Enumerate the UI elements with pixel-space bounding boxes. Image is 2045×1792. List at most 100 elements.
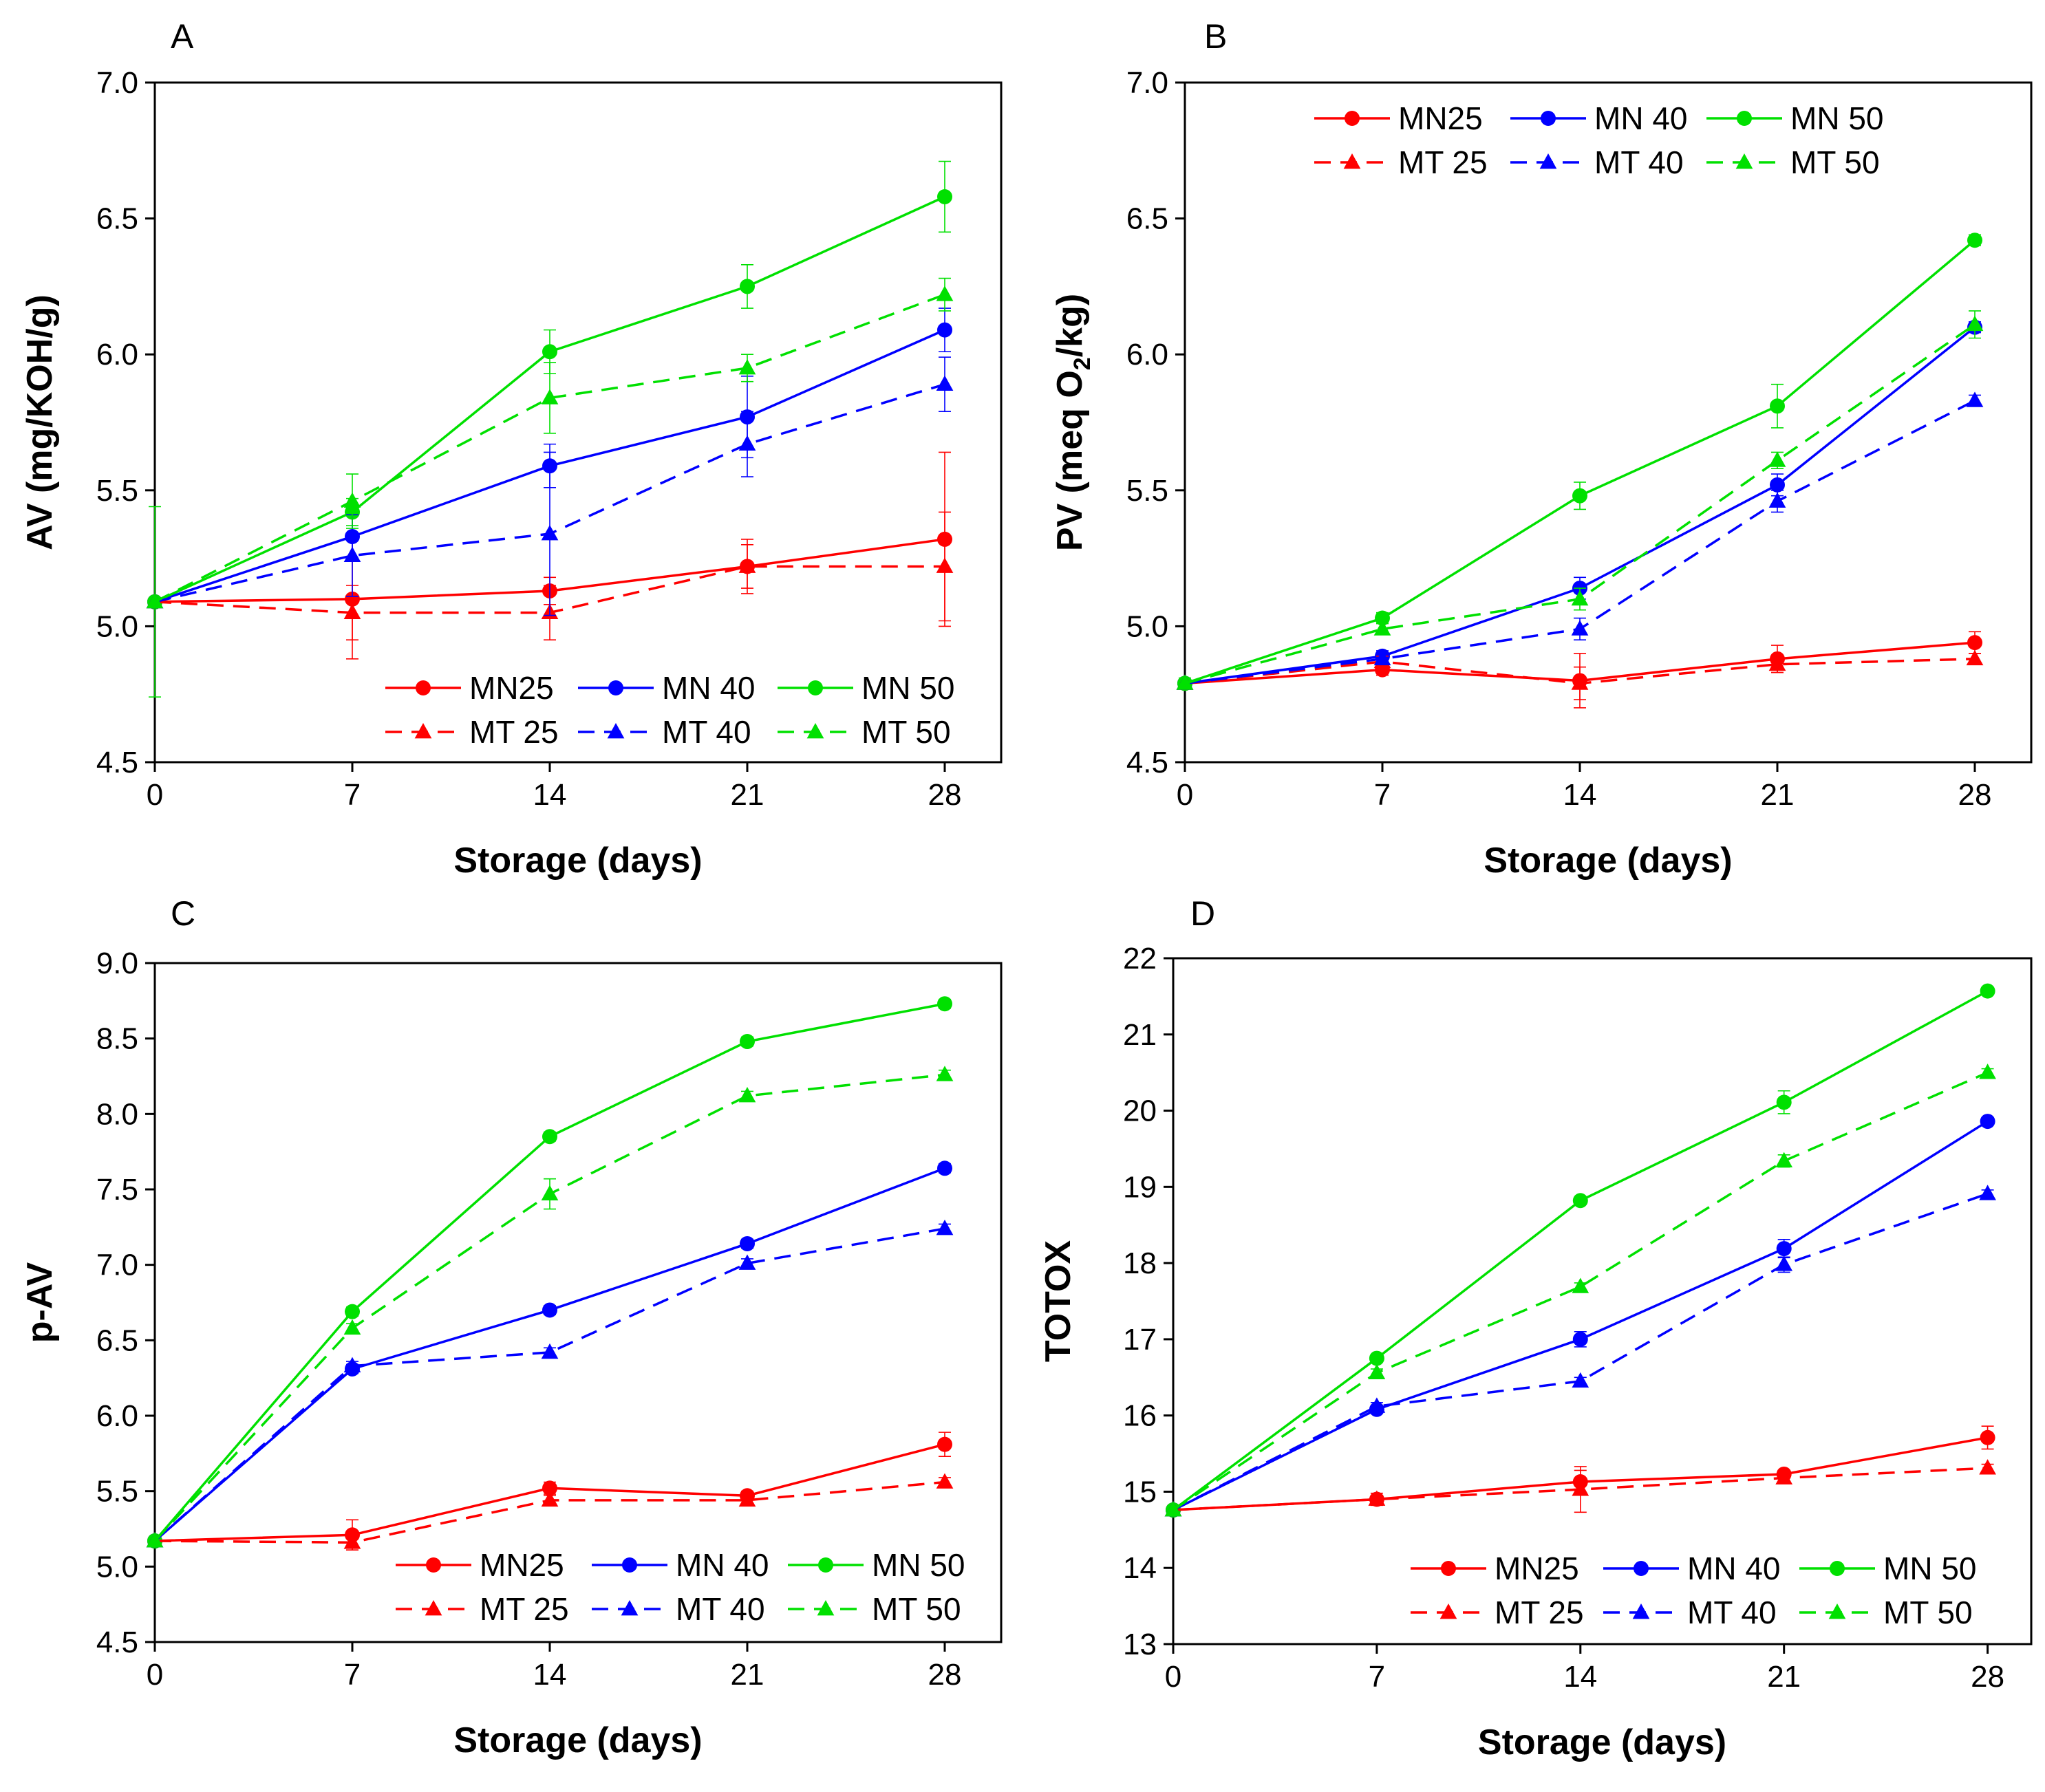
data-point: [738, 358, 756, 375]
legend: MN25 MN 40 MN 50 MT 25 MT 40 MT 50: [396, 1547, 965, 1627]
legend-label: MN 50: [1790, 100, 1883, 136]
plot-frame: [1172, 957, 2033, 1645]
legend-item: MN 50: [1706, 100, 1883, 136]
data-point: [1164, 1501, 1182, 1517]
data-point: [1776, 1241, 1792, 1257]
legend-marker: [806, 723, 824, 739]
legend-label: MN 40: [676, 1547, 769, 1583]
data-point: [1979, 1185, 1996, 1200]
legend-marker: [818, 1557, 833, 1573]
series-line: [153, 1227, 945, 1542]
series-line: [1173, 1192, 1989, 1511]
y-axis-title-suffix: /kg): [1050, 294, 1090, 357]
data-point: [1369, 1350, 1384, 1366]
data-point: [542, 344, 557, 360]
data-point: [1980, 1429, 1995, 1445]
legend-marker: [1830, 1561, 1845, 1576]
y-tick-label: 13: [1123, 1628, 1157, 1661]
data-point: [1368, 1397, 1386, 1413]
data-point: [343, 492, 361, 508]
y-tick-label: 15: [1123, 1475, 1157, 1509]
legend-label: MN 40: [1687, 1551, 1780, 1586]
legend-label: MN25: [1398, 100, 1483, 136]
data-point: [937, 322, 952, 338]
data-point: [1375, 610, 1390, 626]
data-point: [937, 996, 952, 1012]
legend-item: MN25: [1411, 1551, 1579, 1586]
series-line: [1184, 399, 1976, 685]
legend-item: MN 50: [1799, 1551, 1976, 1586]
x-tick-label: 7: [1369, 1660, 1385, 1694]
data-point: [1572, 1277, 1589, 1293]
data-point: [1979, 1459, 1996, 1475]
data-point: [541, 1343, 559, 1359]
data-point: [936, 1220, 954, 1235]
data-point: [936, 1066, 954, 1081]
data-point: [1967, 233, 1982, 248]
legend-label: MT 50: [1883, 1595, 1973, 1630]
legend-label: MT 40: [1594, 144, 1684, 180]
y-tick-label: 7.5: [96, 1173, 138, 1207]
legend-item: MT 25: [396, 1591, 569, 1627]
legend-marker: [1735, 153, 1753, 169]
y-tick-label: 6.5: [1126, 202, 1168, 236]
data-point: [343, 603, 361, 619]
data-point: [1966, 391, 1984, 407]
y-tick-label: 7.0: [96, 66, 138, 100]
data-point: [1176, 674, 1194, 690]
legend-label: MN25: [480, 1547, 564, 1583]
legend-label: MT 50: [861, 714, 951, 750]
x-axis-title: Storage (days): [453, 841, 702, 881]
legend-item: MT 50: [778, 714, 951, 750]
panel-letter: D: [1190, 894, 1215, 933]
legend-item: MN 40: [1603, 1551, 1780, 1586]
y-tick-label: 19: [1123, 1170, 1157, 1204]
data-point: [542, 1480, 557, 1496]
y-tick-label: 18: [1123, 1246, 1157, 1280]
y-axis-title-main: AV (mg/KOH/g): [20, 294, 60, 550]
data-point: [146, 592, 164, 609]
y-tick-label: 7.0: [96, 1249, 138, 1282]
series-mt-50: [1164, 1064, 1996, 1517]
legend-item: MN 50: [778, 670, 954, 706]
x-tick-label: 0: [147, 1658, 163, 1692]
legend-item: MT 25: [385, 714, 559, 750]
x-tick-label: 0: [1165, 1660, 1181, 1694]
y-axis-title: p-AV: [20, 1262, 60, 1343]
panel-b: B 0 7 14 21 28 4.5 5.0 5.5 6.0 6.5 7.0 Storage (days…: [1050, 17, 2033, 881]
panel-c: C 0 7 14 21 28 4.5 5.0 5.5 6.0 6.5 7.0 7.5 8.0 8.5 9.0 S…: [20, 894, 1003, 1760]
legend-marker: [426, 1557, 441, 1573]
data-point: [936, 1473, 954, 1489]
data-point: [936, 375, 954, 391]
legend-label: MT 40: [662, 714, 751, 750]
legend: MN25 MN 40 MN 50 MT 25 MT 40 MT 50: [385, 670, 954, 750]
y-tick-label: 5.0: [96, 1550, 138, 1584]
y-tick-label: 8.5: [96, 1022, 138, 1056]
series-mn-50: [1166, 983, 1995, 1518]
data-point: [146, 1532, 164, 1548]
series-mt-50: [1176, 310, 1984, 690]
y-tick-label: 6.0: [1126, 338, 1168, 371]
legend-marker: [621, 1600, 639, 1616]
legend-marker: [1439, 1604, 1457, 1619]
legend-marker: [1634, 1561, 1649, 1576]
legend-item: MN25: [396, 1547, 564, 1583]
legend-marker: [416, 680, 431, 695]
x-tick-label: 14: [1563, 1660, 1597, 1694]
data-point: [936, 285, 954, 301]
legend-label: MT 50: [872, 1591, 961, 1627]
y-tick-label: 22: [1123, 942, 1157, 975]
legend-label: MN 50: [861, 670, 954, 706]
data-point: [1572, 1331, 1588, 1347]
y-tick-label: 6.0: [96, 338, 138, 371]
x-tick-label: 21: [1767, 1660, 1801, 1694]
x-axis-title: Storage (days): [453, 1720, 702, 1760]
y-tick-label: 8.0: [96, 1097, 138, 1131]
legend-item: MT 50: [1706, 144, 1880, 180]
data-point: [542, 1129, 557, 1145]
y-axis-title: PV (meq O2/kg): [1050, 294, 1095, 551]
data-point: [738, 1254, 756, 1270]
y-tick-label: 14: [1123, 1551, 1157, 1585]
data-point: [1980, 1114, 1995, 1130]
x-tick-label: 28: [1958, 778, 1992, 812]
